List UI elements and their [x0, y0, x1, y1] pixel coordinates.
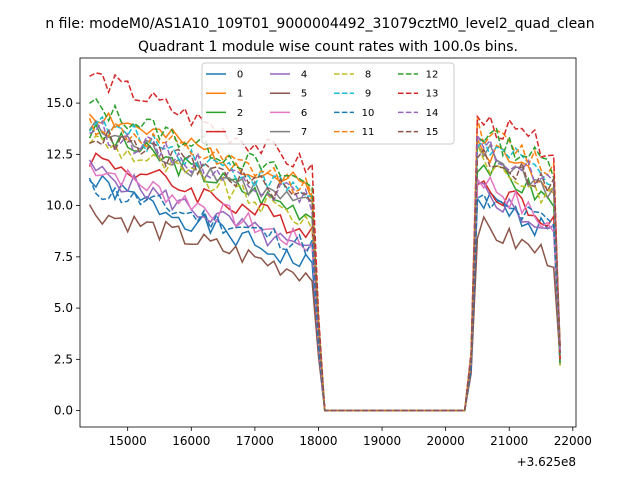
- legend-label-12: 12: [426, 70, 439, 81]
- legend-label-6: 6: [301, 108, 307, 119]
- legend-box: [201, 62, 455, 145]
- legend-label-15: 15: [426, 127, 439, 138]
- x-offset-label: +3.625e8: [517, 455, 576, 469]
- legend-label-2: 2: [237, 108, 243, 119]
- x-tick-label: 19000: [363, 434, 401, 448]
- ticks-layer: 15000 16000 17000 18000 19000 20000 21000 22000…: [46, 96, 592, 448]
- x-tick-label: 17000: [236, 434, 274, 448]
- series-line-8: [88, 134, 561, 412]
- y-tick-label: 15.0: [46, 96, 73, 110]
- y-tick-label: 0.0: [54, 404, 73, 418]
- legend-label-4: 4: [301, 70, 307, 81]
- x-tick-label: 15000: [109, 434, 147, 448]
- series-line-0: [88, 174, 561, 412]
- series-line-15: [89, 126, 561, 412]
- x-tick-label: 16000: [172, 434, 210, 448]
- y-tick-label: 2.5: [54, 352, 73, 366]
- series-line-9: [88, 115, 561, 412]
- legend-label-9: 9: [365, 89, 371, 100]
- axes-frame: [79, 57, 577, 428]
- legend-label-0: 0: [237, 70, 243, 81]
- y-tick-label: 7.5: [54, 250, 73, 264]
- series-line-3: [88, 152, 561, 412]
- legend-label-3: 3: [237, 127, 243, 138]
- series-line-2: [88, 122, 561, 412]
- x-tick-label: 21000: [490, 434, 528, 448]
- legend-label-11: 11: [362, 127, 375, 138]
- legend-label-7: 7: [301, 127, 307, 138]
- legend-label-14: 14: [426, 108, 439, 119]
- legend-label-1: 1: [237, 89, 243, 100]
- series-layer: [88, 72, 561, 412]
- figure-suptitle: n file: modeM0/AS1A10_109T01_9000004492_…: [45, 16, 594, 32]
- x-tick-label: 22000: [554, 434, 592, 448]
- legend-label-8: 8: [365, 70, 371, 81]
- y-tick-label: 5.0: [54, 301, 73, 315]
- series-line-10: [88, 177, 561, 412]
- legend-label-13: 13: [426, 89, 439, 100]
- x-tick-label: 18000: [299, 434, 337, 448]
- x-tick-label: 20000: [427, 434, 465, 448]
- chart-title: Quadrant 1 module wise count rates with …: [138, 39, 518, 55]
- y-tick-label: 12.5: [46, 147, 73, 161]
- legend-label-10: 10: [362, 108, 375, 119]
- series-line-5: [88, 204, 561, 412]
- y-tick-label: 10.0: [46, 199, 73, 213]
- legend-label-5: 5: [301, 89, 307, 100]
- series-line-6: [88, 162, 561, 412]
